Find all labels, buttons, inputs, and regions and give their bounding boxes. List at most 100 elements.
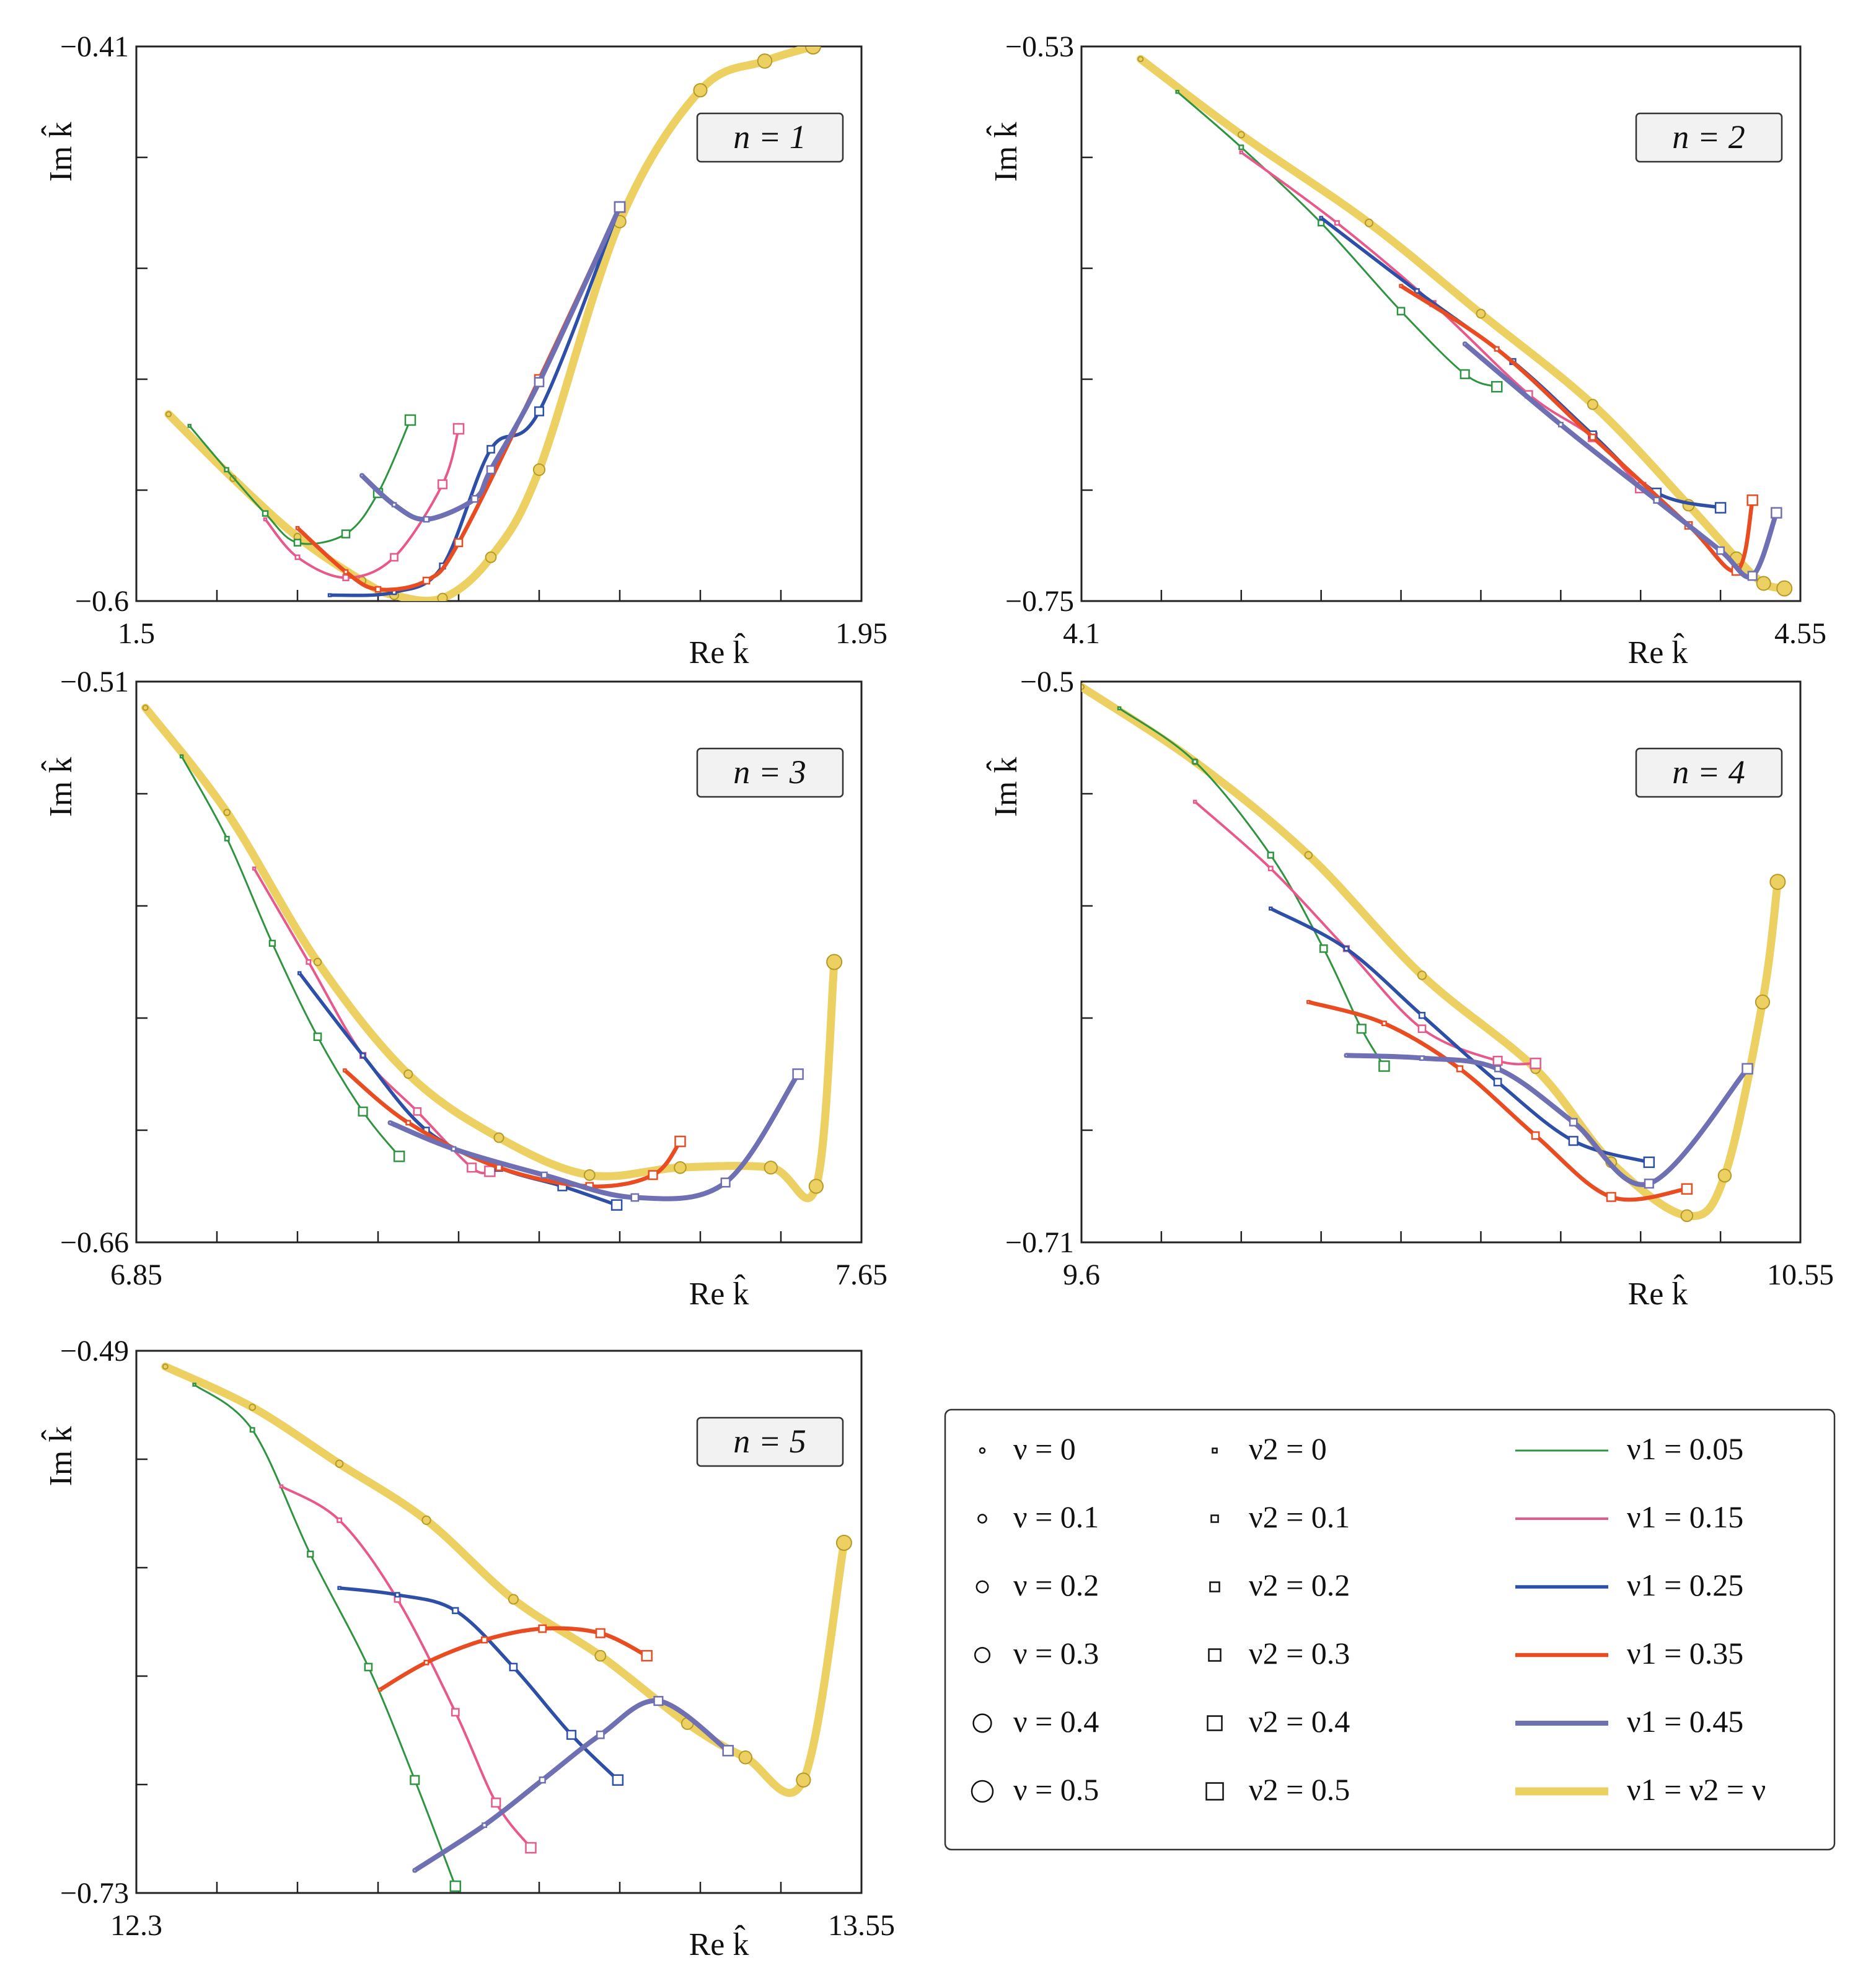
data-point <box>610 1199 623 1211</box>
data-point <box>223 809 231 817</box>
data-point <box>648 1170 658 1180</box>
data-point <box>1644 1179 1654 1189</box>
data-point <box>360 1052 366 1058</box>
data-point <box>1419 1055 1425 1061</box>
series-line-nu1-45 <box>359 204 622 522</box>
data-point <box>1192 799 1197 804</box>
data-point <box>493 1132 504 1143</box>
data-point <box>764 1161 778 1175</box>
data-point <box>566 1729 577 1740</box>
data-point <box>826 954 843 970</box>
data-point <box>1418 1012 1426 1019</box>
data-point <box>614 201 626 213</box>
data-point <box>1304 851 1313 859</box>
data-point <box>1267 851 1274 859</box>
data-point <box>1493 1078 1502 1087</box>
data-point <box>313 957 322 967</box>
data-point <box>403 1069 413 1079</box>
legend-nu-marker <box>977 1514 987 1524</box>
legend-nu-label: ν = 0.5 <box>1013 1772 1099 1807</box>
data-point <box>377 1687 382 1692</box>
data-point <box>1587 398 1598 410</box>
legend-nu-marker <box>974 1646 991 1664</box>
panel-label-box <box>696 1416 844 1467</box>
panel-label: n = 5 <box>733 1423 806 1460</box>
data-point <box>1771 507 1782 519</box>
data-point <box>1463 341 1467 346</box>
data-point <box>252 866 257 871</box>
y-tick-label-min: −0.66 <box>60 1226 129 1259</box>
panel-label-box <box>1635 747 1783 798</box>
data-point <box>1456 1065 1464 1073</box>
legend-nu2-marker <box>1212 1447 1218 1454</box>
y-tick-label-min: −0.6 <box>75 585 129 618</box>
series-line-nu1-35 <box>1306 999 1689 1202</box>
data-point <box>142 705 149 711</box>
data-point <box>805 46 821 55</box>
y-tick-label-max: −0.41 <box>60 30 129 63</box>
data-point <box>249 1427 255 1433</box>
data-point <box>1491 380 1503 393</box>
x-axis-title: Re k̂ <box>1628 1274 1688 1312</box>
legend-line-label: ν1 = 0.45 <box>1627 1704 1743 1739</box>
legend-nu-label: ν = 0 <box>1013 1431 1076 1466</box>
series-line-nu1-equal <box>1081 683 1782 1220</box>
data-point <box>1476 309 1486 319</box>
legend-nu2-marker <box>1210 1514 1219 1523</box>
legend-nu2-marker <box>1207 1715 1223 1731</box>
legend-nu2-label: ν2 = 0.5 <box>1249 1772 1350 1807</box>
data-point <box>722 1745 734 1757</box>
legend-line-label: ν1 = 0.15 <box>1627 1500 1743 1534</box>
legend-nu2-label: ν2 = 0.1 <box>1249 1500 1350 1534</box>
series-line-nu1-15 <box>264 428 460 579</box>
data-point <box>1530 1058 1541 1069</box>
y-tick-label-min: −0.75 <box>1005 585 1074 618</box>
data-point <box>539 1776 546 1784</box>
data-point <box>249 1403 257 1412</box>
series-line-nu1-equal <box>141 703 839 1203</box>
legend-line-label: ν1 = 0.35 <box>1627 1636 1743 1671</box>
data-point <box>1344 1053 1349 1058</box>
data-point <box>1396 307 1406 316</box>
data-point <box>470 494 479 503</box>
legend-nu-marker <box>975 1580 989 1594</box>
series-group <box>161 1363 852 1892</box>
chart-panel-3: 6.85 7.65 −0.51 −0.66 Re k̂ Im k̂ n = 3 <box>41 665 887 1312</box>
data-point <box>295 525 300 530</box>
data-point <box>1175 89 1179 94</box>
chart-panel-2: 4.1 4.55 −0.53 −0.75 Re k̂ Im k̂ n = 2 <box>986 30 1826 670</box>
data-point <box>808 1179 824 1194</box>
data-point <box>1531 1131 1540 1140</box>
legend-nu-label: ν = 0.2 <box>1013 1568 1099 1602</box>
data-point <box>693 83 708 98</box>
data-point <box>1492 1055 1503 1066</box>
data-point <box>1318 219 1325 227</box>
data-point <box>1680 1209 1694 1223</box>
data-point <box>540 1171 548 1179</box>
data-point <box>192 1382 196 1387</box>
y-tick-label-max: −0.49 <box>60 1335 129 1368</box>
legend-nu-marker <box>971 1780 994 1803</box>
x-axis-title: Re k̂ <box>689 1274 749 1312</box>
data-point <box>335 1459 344 1469</box>
data-point <box>293 538 302 547</box>
data-point <box>1681 1183 1693 1195</box>
data-point <box>757 53 773 69</box>
data-point <box>534 406 545 416</box>
data-point <box>1755 995 1771 1010</box>
data-point <box>337 1586 341 1591</box>
y-axis-title: Im k̂ <box>41 122 79 182</box>
data-point <box>393 1150 405 1162</box>
data-point <box>413 1107 422 1116</box>
data-point <box>327 593 332 597</box>
data-point <box>162 1363 169 1370</box>
data-point <box>390 553 399 562</box>
data-point <box>364 1662 373 1672</box>
chart-panel-4: 9.6 10.55 −0.5 −0.71 Re k̂ Im k̂ n = 4 <box>986 665 1834 1312</box>
data-point <box>1417 970 1427 980</box>
data-point <box>268 939 276 947</box>
data-point <box>307 1550 314 1558</box>
data-point <box>1747 571 1758 581</box>
data-point <box>224 467 229 473</box>
data-point <box>423 516 430 523</box>
